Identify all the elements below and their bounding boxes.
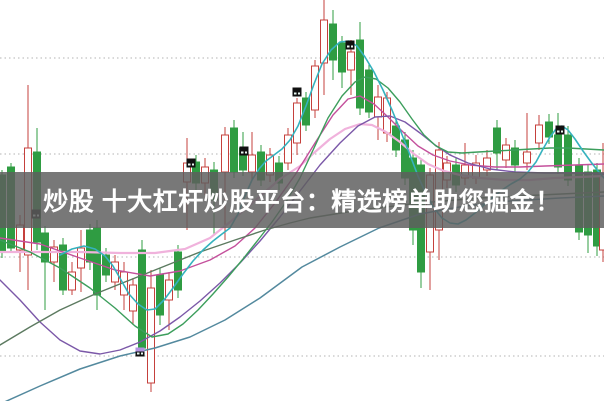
candle-body bbox=[93, 227, 101, 296]
candle bbox=[554, 113, 562, 174]
candle-body bbox=[230, 127, 238, 173]
signal-marker-box bbox=[239, 146, 249, 156]
signal-marker-glyph bbox=[297, 92, 300, 95]
signal-marker-glyph bbox=[244, 151, 247, 154]
candle bbox=[329, 10, 337, 80]
candle-body bbox=[41, 232, 49, 263]
signal-marker-glyph bbox=[241, 151, 244, 154]
candle-body bbox=[338, 42, 346, 73]
signal-marker-box bbox=[555, 125, 565, 135]
signal-marker-glyph bbox=[350, 45, 353, 48]
signal-marker-glyph bbox=[140, 352, 143, 355]
signal-marker-glyph bbox=[557, 130, 560, 133]
signal-marker-icon bbox=[345, 40, 355, 50]
candle-body bbox=[554, 134, 562, 168]
candle-body bbox=[221, 134, 229, 173]
candle bbox=[311, 60, 319, 118]
candle-body bbox=[347, 51, 355, 71]
signal-marker-glyph bbox=[137, 352, 140, 355]
ma-magenta bbox=[0, 95, 604, 277]
candle bbox=[493, 120, 501, 170]
signal-marker-box bbox=[292, 87, 302, 97]
candle-body bbox=[502, 144, 510, 161]
candle bbox=[284, 128, 292, 170]
candle-body bbox=[111, 261, 119, 283]
signal-marker-icon bbox=[555, 125, 565, 135]
candle-body bbox=[511, 147, 519, 166]
candle-body bbox=[311, 65, 319, 111]
signal-marker-violet-cap bbox=[135, 347, 145, 352]
signal-marker-icon bbox=[135, 347, 145, 357]
candle-body bbox=[320, 19, 328, 64]
candle bbox=[147, 270, 155, 392]
candle-body bbox=[50, 246, 58, 263]
signal-marker-box bbox=[135, 347, 145, 357]
candle-body bbox=[68, 271, 76, 291]
candle bbox=[230, 120, 238, 178]
candle bbox=[156, 268, 164, 325]
signal-marker-glyph bbox=[294, 92, 297, 95]
candle bbox=[338, 36, 346, 88]
candle-body bbox=[535, 124, 543, 144]
candle-body bbox=[365, 69, 373, 113]
candle-body bbox=[86, 229, 94, 263]
candle-body bbox=[493, 127, 501, 154]
candle-body bbox=[483, 157, 491, 171]
ma-teal bbox=[59, 40, 604, 311]
candle bbox=[68, 262, 76, 295]
candle-body bbox=[156, 274, 164, 316]
signal-marker-icon bbox=[292, 87, 302, 97]
candle bbox=[535, 115, 543, 150]
candle-body bbox=[523, 151, 531, 164]
candle bbox=[502, 138, 510, 168]
signal-marker-box bbox=[345, 40, 355, 50]
signal-marker-icon bbox=[239, 146, 249, 156]
candle-body bbox=[16, 224, 24, 251]
signal-marker-glyph bbox=[347, 45, 350, 48]
candle-body bbox=[284, 134, 292, 164]
candle-body bbox=[138, 249, 146, 349]
candle-body bbox=[302, 97, 310, 126]
headline-banner: 炒股 十大杠杆炒股平台：精选榜单助您掘金！ bbox=[0, 172, 604, 228]
candle bbox=[41, 226, 49, 310]
candle-body bbox=[248, 154, 256, 173]
candle bbox=[138, 240, 146, 356]
ma-green bbox=[0, 76, 604, 338]
candle bbox=[356, 22, 364, 115]
headline-text: 炒股 十大杠杆炒股平台：精选榜单助您掘金！ bbox=[43, 188, 561, 216]
candle bbox=[302, 92, 310, 131]
candle bbox=[374, 85, 382, 140]
signal-marker-icon bbox=[186, 158, 196, 168]
candle-body bbox=[293, 102, 301, 144]
candle bbox=[165, 272, 173, 330]
grid-lines bbox=[0, 57, 604, 357]
candle bbox=[111, 255, 119, 290]
candle bbox=[523, 113, 531, 170]
candle-body bbox=[329, 23, 337, 61]
signal-marker-glyph bbox=[191, 163, 194, 166]
candle-body bbox=[356, 39, 364, 109]
signal-marker-box bbox=[186, 158, 196, 168]
candle bbox=[293, 98, 301, 155]
candle bbox=[59, 238, 67, 295]
candle-body bbox=[545, 121, 553, 138]
candle bbox=[365, 64, 373, 118]
signal-marker-glyph bbox=[188, 163, 191, 166]
candle bbox=[50, 240, 58, 282]
candle bbox=[320, 0, 328, 95]
candle bbox=[511, 140, 519, 172]
signal-marker-glyph bbox=[560, 130, 563, 133]
